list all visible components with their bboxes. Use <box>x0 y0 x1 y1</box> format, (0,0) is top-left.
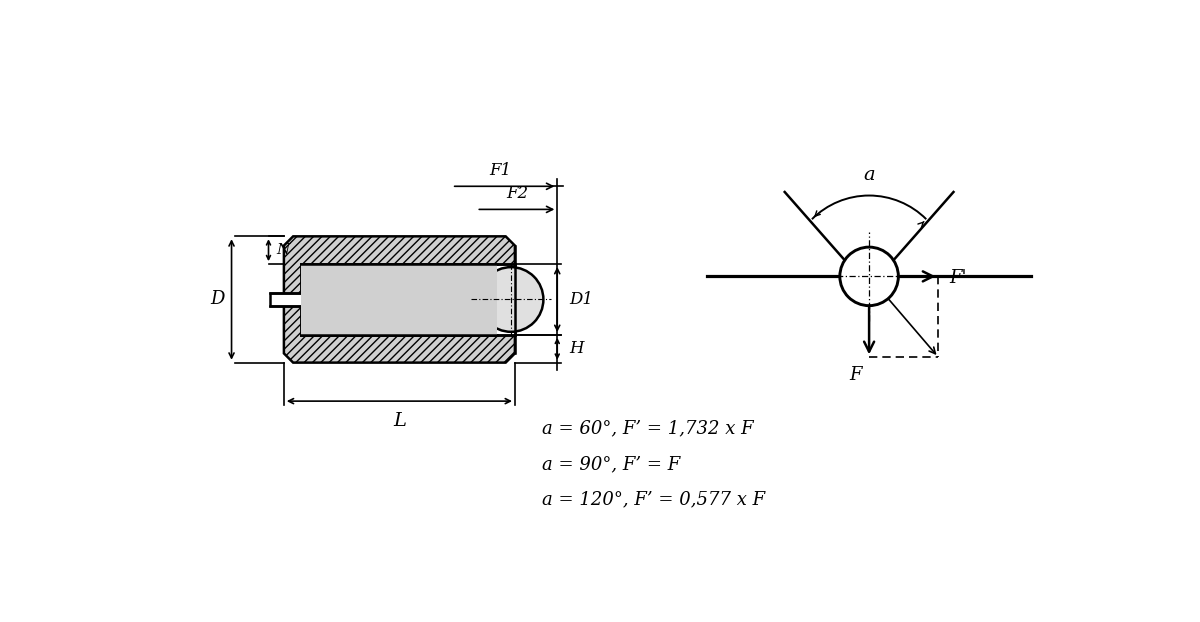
Text: H: H <box>569 340 583 357</box>
Circle shape <box>479 267 544 332</box>
Text: a: a <box>863 166 875 184</box>
Text: F: F <box>848 366 862 384</box>
Text: D: D <box>210 290 224 309</box>
Bar <box>301 264 515 335</box>
Text: D1: D1 <box>569 291 593 308</box>
Text: F': F' <box>949 269 967 287</box>
Text: a = 60°, F’ = 1,732 x F: a = 60°, F’ = 1,732 x F <box>542 420 754 438</box>
Circle shape <box>840 247 899 305</box>
Text: a = 120°, F’ = 0,577 x F: a = 120°, F’ = 0,577 x F <box>542 491 764 509</box>
Text: a = 90°, F’ = F: a = 90°, F’ = F <box>542 455 680 473</box>
Text: F1: F1 <box>490 162 511 179</box>
Text: L: L <box>392 412 406 430</box>
Text: N: N <box>276 243 289 258</box>
Bar <box>301 264 497 335</box>
Polygon shape <box>284 236 515 363</box>
Bar <box>270 292 305 307</box>
Text: F2: F2 <box>505 185 528 202</box>
